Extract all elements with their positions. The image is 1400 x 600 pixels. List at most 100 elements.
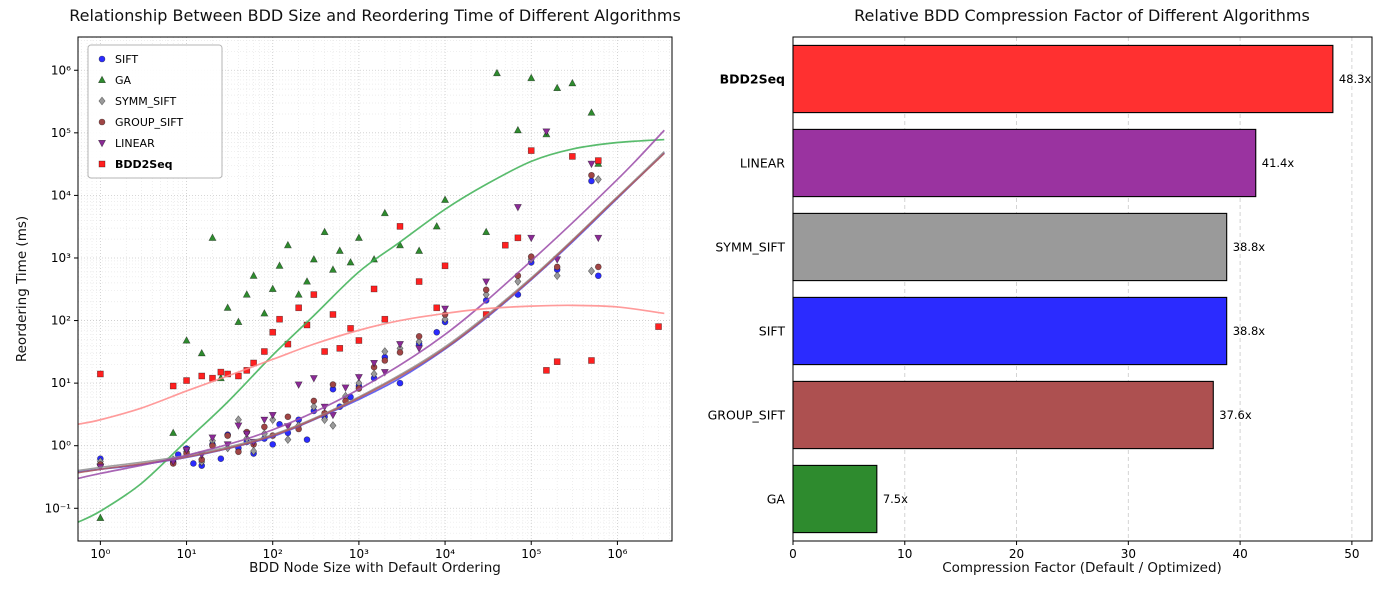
scatter-point-BDD2Seq	[594, 157, 602, 164]
scatter-point-GA	[354, 233, 363, 241]
scatter-point-GROUP_SIFT	[381, 357, 389, 364]
bar-panel: 0 10 20 30 40 50 BDD2Seq 48.3x LINEAR 41.4x SYMM_S…	[700, 0, 1400, 600]
scatter-point-SIFT	[269, 441, 277, 448]
bar-linear	[792, 128, 1257, 198]
scatter-point-GA	[513, 125, 522, 134]
scatter-point-GA	[335, 246, 344, 254]
scatter-point-BDD2Seq	[336, 345, 344, 352]
scatter-point-GROUP_SIFT	[261, 423, 268, 431]
scatter-point-SIFT	[594, 272, 602, 280]
x-tick-label: 10⁴	[435, 547, 455, 561]
scatter-point-GA	[294, 290, 303, 298]
scatter-point-GROUP_SIFT	[553, 263, 561, 271]
legend-label-LINEAR: LINEAR	[115, 137, 155, 150]
scatter-point-BDD2Seq	[527, 147, 535, 154]
scatter-point-GA	[320, 227, 329, 236]
bar-plot: 0 10 20 30 40 50 BDD2Seq 48.3x LINEAR 41.4x SYMM_S…	[708, 36, 1373, 561]
scatter-point-BDD2Seq	[433, 304, 441, 312]
category-label-linear: LINEAR	[740, 156, 785, 171]
scatter-point-SYMM_SIFT	[310, 402, 318, 412]
scatter-point-GA	[441, 195, 450, 203]
scatter-point-GA	[482, 227, 491, 236]
scatter-point-LINEAR	[208, 434, 217, 442]
scatter-point-GA	[527, 73, 536, 82]
scatter-point-SYMM_SIFT	[321, 415, 329, 425]
scatter-point-SIFT	[588, 177, 595, 185]
scatter-point-SYMM_SIFT	[553, 271, 561, 281]
scatter-point-BDD2Seq	[381, 315, 389, 323]
value-label-linear: 41.4x	[1262, 156, 1295, 170]
scatter-point-GA	[275, 261, 284, 269]
scatter-point-LINEAR	[587, 160, 596, 169]
scatter-point-GA	[553, 83, 562, 92]
scatter-point-BDD2Seq	[235, 372, 242, 380]
scatter-point-GROUP_SIFT	[415, 333, 423, 340]
plot-data	[78, 68, 665, 523]
legend-label-BDD2Seq: BDD2Seq	[115, 158, 173, 171]
scatter-point-SIFT	[190, 460, 197, 467]
scatter-point-BDD2Seq	[370, 285, 378, 293]
category-label-bdd2seq: BDD2Seq	[720, 72, 785, 87]
scatter-point-GA	[432, 221, 441, 230]
scatter-point-LINEAR	[242, 430, 251, 439]
x-tick-label: 10³	[349, 547, 369, 561]
scatter-point-SIFT	[217, 455, 225, 462]
scatter-point-LINEAR	[513, 204, 522, 212]
bar-x-axis-label: Compression Factor (Default / Optimized)	[942, 560, 1222, 576]
scatter-point-GROUP_SIFT	[284, 413, 292, 421]
scatter-point-GA	[328, 265, 337, 273]
scatter-point-LINEAR	[234, 422, 243, 430]
scatter-point-GROUP_SIFT	[235, 448, 242, 456]
scatter-point-GROUP_SIFT	[594, 263, 602, 271]
scatter-point-LINEAR	[182, 446, 191, 455]
scatter-point-GROUP_SIFT	[588, 171, 595, 179]
scatter-point-SYMM_SIFT	[594, 175, 602, 184]
scatter-point-BDD2Seq	[553, 358, 561, 366]
scatter-point-GA	[182, 336, 191, 344]
scatter-point-LINEAR	[594, 234, 603, 243]
value-label-bdd2seq: 48.3x	[1339, 72, 1372, 86]
legend-label-GROUP_SIFT: GROUP_SIFT	[115, 116, 183, 129]
bar-ga	[792, 464, 878, 534]
scatter-point-GROUP_SIFT	[482, 286, 490, 294]
scatter-point-LINEAR	[370, 359, 379, 368]
x-tick-label: 10	[897, 547, 912, 561]
bar-bdd2seq	[792, 44, 1334, 114]
scatter-point-GA	[169, 428, 178, 436]
x-tick-label: 0	[789, 547, 797, 561]
scatter-point-LINEAR	[441, 305, 450, 314]
x-tick-label: 40	[1232, 547, 1247, 561]
scatter-point-BDD2Seq	[295, 304, 302, 312]
scatter-point-BDD2Seq	[588, 357, 595, 364]
x-tick-label: 10¹	[176, 547, 196, 561]
scatter-point-GA	[380, 208, 389, 217]
scatter-point-BDD2Seq	[183, 377, 190, 384]
scatter-point-SYMM_SIFT	[381, 347, 389, 356]
legend-box	[87, 44, 223, 179]
scatter-point-BDD2Seq	[198, 372, 206, 380]
category-label-sift: SIFT	[759, 324, 786, 339]
scatter-point-BDD2Seq	[224, 370, 231, 378]
y-tick-label: 10¹	[51, 376, 71, 390]
scatter-point-SIFT	[433, 328, 441, 336]
y-tick-label: 10²	[51, 314, 71, 328]
scatter-point-LINEAR	[542, 128, 551, 136]
legend-marker-LINEAR	[97, 140, 107, 148]
scatter-point-LINEAR	[354, 374, 363, 382]
scatter-point-SYMM_SIFT	[284, 435, 292, 445]
y-tick-label: 10⁵	[51, 126, 71, 140]
scatter-point-BDD2Seq	[655, 323, 662, 330]
y-tick-label: 10⁻¹	[45, 501, 72, 515]
scatter-point-BDD2Seq	[261, 348, 268, 355]
scatter-point-BDD2Seq	[514, 234, 522, 242]
scatter-point-SYMM_SIFT	[250, 446, 258, 456]
scatter-y-axis-label: Reordering Time (ms)	[14, 215, 30, 363]
x-tick-label: 50	[1344, 547, 1359, 561]
scatter-point-GA	[234, 317, 243, 325]
scatter-panel: 10⁰ 10¹ 10² 10³ 10⁴ 10⁵ 10⁶ 10⁻¹ 10⁰ 10¹ 10² 10³ 10⁴…	[14, 6, 681, 576]
axes-box	[792, 36, 1373, 542]
scatter-point-SIFT	[396, 379, 404, 387]
scatter-point-BDD2Seq	[310, 291, 318, 298]
scatter-point-GA	[492, 68, 501, 77]
value-label-ga: 7.5x	[883, 492, 908, 506]
